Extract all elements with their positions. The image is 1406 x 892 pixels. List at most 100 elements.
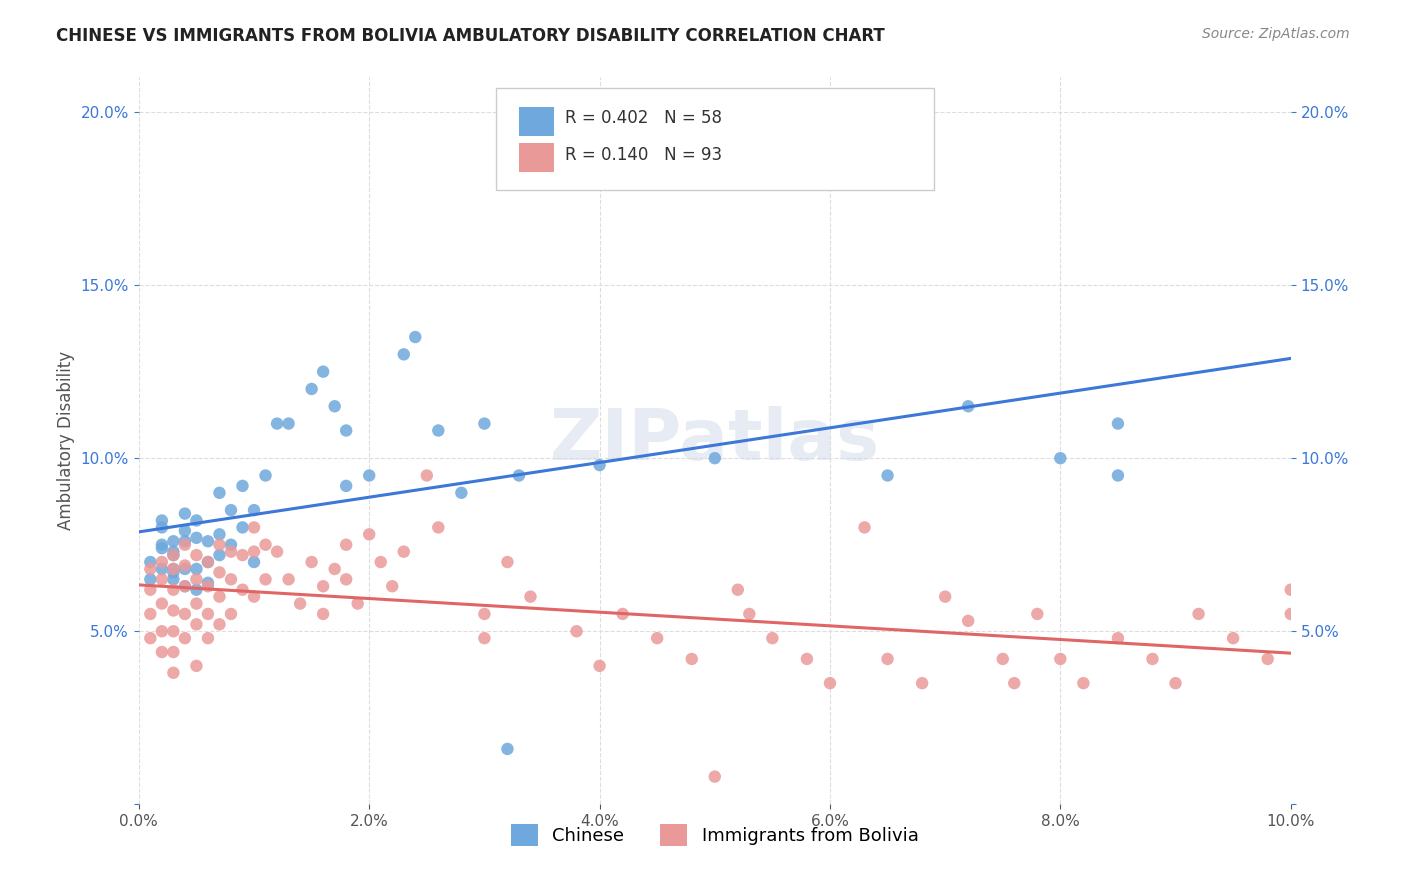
Point — [174, 579, 197, 593]
Point — [254, 572, 277, 586]
Point — [162, 665, 184, 680]
Point — [197, 607, 219, 621]
Point — [243, 503, 266, 517]
Point — [162, 582, 184, 597]
Point — [266, 544, 288, 558]
Point — [381, 579, 404, 593]
Point — [450, 485, 472, 500]
Point — [139, 607, 162, 621]
Point — [174, 607, 197, 621]
Point — [162, 566, 184, 580]
Point — [370, 555, 392, 569]
Point — [277, 417, 299, 431]
Point — [174, 562, 197, 576]
Point — [208, 485, 231, 500]
Point — [186, 582, 208, 597]
Point — [150, 562, 173, 576]
Point — [208, 566, 231, 580]
Y-axis label: Ambulatory Disability: Ambulatory Disability — [58, 351, 75, 531]
Point — [243, 520, 266, 534]
Point — [219, 503, 242, 517]
Point — [703, 770, 725, 784]
Text: R = 0.402   N = 58: R = 0.402 N = 58 — [565, 109, 723, 128]
Point — [1257, 652, 1279, 666]
Point — [197, 575, 219, 590]
Point — [612, 607, 634, 621]
Point — [162, 562, 184, 576]
Text: CHINESE VS IMMIGRANTS FROM BOLIVIA AMBULATORY DISABILITY CORRELATION CHART: CHINESE VS IMMIGRANTS FROM BOLIVIA AMBUL… — [56, 27, 884, 45]
Point — [1107, 417, 1129, 431]
Point — [186, 562, 208, 576]
Point — [162, 624, 184, 639]
Point — [474, 607, 496, 621]
Point — [957, 399, 980, 413]
Point — [738, 607, 761, 621]
Point — [162, 603, 184, 617]
Point — [186, 572, 208, 586]
Point — [761, 631, 783, 645]
Point — [957, 614, 980, 628]
Point — [139, 562, 162, 576]
Point — [162, 645, 184, 659]
Point — [1164, 676, 1187, 690]
Point — [335, 424, 357, 438]
Point — [323, 562, 346, 576]
Point — [197, 534, 219, 549]
FancyBboxPatch shape — [519, 143, 554, 172]
Point — [427, 424, 450, 438]
Point — [1049, 451, 1071, 466]
Point — [174, 538, 197, 552]
Point — [1142, 652, 1164, 666]
Point — [150, 541, 173, 556]
Point — [186, 617, 208, 632]
Text: Source: ZipAtlas.com: Source: ZipAtlas.com — [1202, 27, 1350, 41]
Point — [139, 555, 162, 569]
Point — [335, 538, 357, 552]
Point — [588, 458, 610, 472]
Point — [174, 558, 197, 573]
Point — [186, 597, 208, 611]
Point — [474, 631, 496, 645]
Point — [1107, 631, 1129, 645]
Point — [796, 652, 818, 666]
Point — [588, 658, 610, 673]
Point — [681, 652, 703, 666]
Point — [231, 520, 253, 534]
Point — [301, 555, 323, 569]
Point — [934, 590, 956, 604]
Point — [404, 330, 426, 344]
Point — [496, 742, 519, 756]
Point — [243, 544, 266, 558]
Point — [727, 582, 749, 597]
Point — [288, 597, 311, 611]
FancyBboxPatch shape — [519, 106, 554, 136]
Point — [174, 579, 197, 593]
Point — [301, 382, 323, 396]
Point — [359, 527, 381, 541]
Point — [174, 524, 197, 538]
Point — [162, 548, 184, 562]
Point — [277, 572, 299, 586]
Point — [162, 562, 184, 576]
Point — [1279, 582, 1302, 597]
Point — [323, 399, 346, 413]
Point — [565, 624, 588, 639]
Point — [876, 468, 898, 483]
Point — [346, 597, 368, 611]
Point — [197, 579, 219, 593]
Point — [150, 572, 173, 586]
Point — [231, 479, 253, 493]
Point — [174, 631, 197, 645]
Point — [174, 534, 197, 549]
Point — [991, 652, 1014, 666]
Point — [186, 531, 208, 545]
Point — [186, 514, 208, 528]
Point — [853, 520, 876, 534]
Point — [392, 347, 415, 361]
Point — [219, 572, 242, 586]
Point — [231, 548, 253, 562]
FancyBboxPatch shape — [496, 88, 934, 190]
Point — [312, 607, 335, 621]
Point — [219, 538, 242, 552]
Point — [392, 544, 415, 558]
